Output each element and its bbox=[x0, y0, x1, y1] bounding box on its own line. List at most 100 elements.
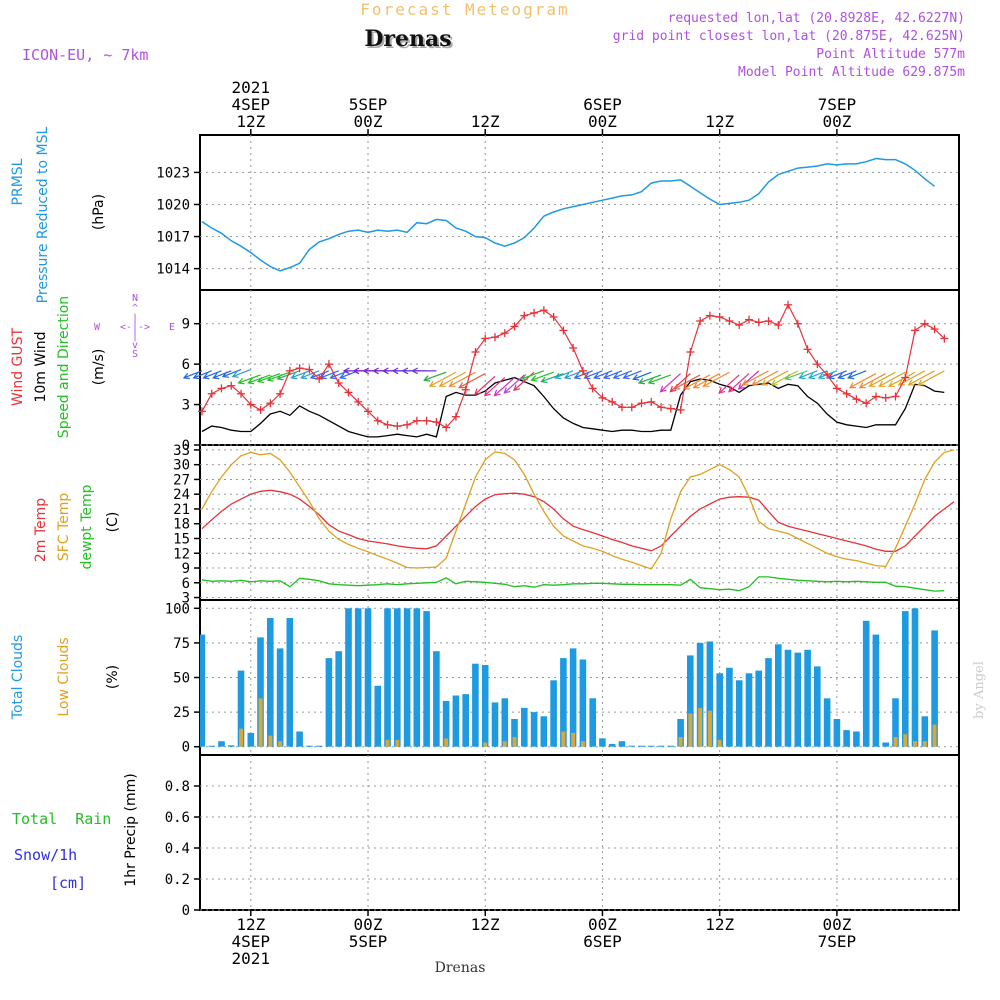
low-cloud-bar bbox=[239, 728, 243, 747]
total-cloud-bar bbox=[208, 745, 215, 747]
gust-marker bbox=[569, 343, 578, 352]
total-cloud-bar bbox=[374, 685, 382, 747]
gust-marker bbox=[539, 306, 548, 315]
low-cloud-bar bbox=[385, 739, 390, 747]
gust-marker bbox=[530, 308, 539, 317]
wind-direction-arrow bbox=[411, 367, 437, 375]
wind-direction-arrow bbox=[702, 371, 730, 387]
temp-unit-label: (C) bbox=[105, 512, 121, 533]
pressure-panel bbox=[199, 134, 960, 291]
total-cloud-bar bbox=[755, 670, 762, 747]
wind-direction-arrow bbox=[622, 370, 642, 380]
gust-marker bbox=[461, 385, 470, 394]
pressure-unit-label: (hPa) bbox=[91, 194, 107, 230]
total-cloud-bar bbox=[911, 608, 919, 747]
snow-unit-label: [cm] bbox=[50, 874, 86, 892]
gust-marker bbox=[676, 405, 685, 414]
wind-direction-arrow bbox=[612, 370, 632, 380]
compass-s-arrow: v bbox=[132, 340, 138, 351]
low-cloud-label: Low Clouds bbox=[56, 637, 72, 716]
low-cloud-bar bbox=[395, 739, 400, 747]
total-cloud-bar bbox=[276, 648, 284, 747]
low-cloud-bar bbox=[678, 737, 683, 747]
y-tick-label: 75 bbox=[173, 636, 190, 652]
total-cloud-bar bbox=[501, 698, 509, 747]
tick-layer: 1014101710201023036936912151821242730330… bbox=[156, 78, 856, 968]
cloud-bars bbox=[200, 608, 938, 747]
total-cloud-bar bbox=[882, 742, 889, 747]
wind-panel bbox=[199, 289, 960, 446]
watermark: by Angel bbox=[972, 661, 987, 719]
gust-marker bbox=[481, 334, 490, 343]
wind-direction-arrow bbox=[483, 377, 506, 397]
gust-marker bbox=[686, 348, 695, 356]
gust-marker bbox=[637, 399, 646, 408]
footer-location: Drenas bbox=[435, 960, 486, 976]
gust-marker bbox=[256, 405, 265, 414]
total-cloud-bar bbox=[735, 680, 743, 747]
low-cloud-bar bbox=[698, 707, 703, 747]
total-cloud-bar bbox=[872, 634, 880, 747]
gust-marker bbox=[852, 395, 861, 404]
gust-marker bbox=[920, 319, 929, 328]
sfc-temp-label: SFC Temp bbox=[56, 493, 72, 562]
wind-direction-arrow bbox=[798, 370, 818, 380]
gust-marker bbox=[500, 329, 509, 338]
low-cloud-bar bbox=[581, 741, 585, 747]
total-cloud-bar bbox=[267, 618, 274, 747]
low-cloud-bar bbox=[561, 731, 566, 747]
total-cloud-bar bbox=[491, 702, 499, 747]
total-cloud-bar bbox=[315, 745, 323, 747]
gust-marker bbox=[657, 403, 666, 412]
x-tick-label-bottom: 00Z bbox=[588, 915, 617, 934]
total-cloud-label: Total Clouds bbox=[10, 635, 26, 720]
wind-direction-arrow bbox=[737, 370, 760, 390]
gust-marker bbox=[559, 326, 568, 335]
x-tick-label-bottom: 5SEP bbox=[349, 932, 388, 951]
dewpt-label: dewpt Temp bbox=[79, 484, 95, 569]
prmsl-desc-label: Pressure Reduced to MSL bbox=[35, 126, 51, 303]
gust-marker bbox=[324, 360, 333, 369]
y-tick-label: 15 bbox=[173, 531, 190, 547]
requested-coords: requested lon,lat (20.8928E, 42.6227N) bbox=[668, 11, 965, 26]
wind-direction-arrow bbox=[573, 370, 593, 380]
gust-marker bbox=[471, 348, 480, 356]
wind-direction-arrow bbox=[868, 371, 896, 387]
wind-direction-arrow bbox=[837, 370, 857, 380]
y-tick-label: 6 bbox=[182, 357, 190, 373]
wind-direction-arrow bbox=[770, 370, 799, 386]
wind-direction-arrow bbox=[632, 371, 652, 381]
low-cloud-bar bbox=[278, 741, 282, 747]
gust-label: Wind GUST bbox=[10, 327, 26, 406]
y-tick-label: 1023 bbox=[156, 165, 190, 181]
wind-direction-arrow bbox=[637, 374, 662, 385]
wind-direction-arrow bbox=[212, 370, 232, 380]
total-cloud-bar bbox=[550, 680, 557, 747]
total-cloud-bar bbox=[843, 730, 850, 747]
wind-direction-arrow bbox=[741, 370, 769, 386]
total-cloud-bar bbox=[902, 611, 909, 747]
wind-direction-arrow bbox=[266, 371, 291, 382]
total-cloud-bar bbox=[433, 651, 440, 747]
x-tick-label-top: 00Z bbox=[822, 112, 851, 131]
gust-marker bbox=[598, 393, 607, 402]
total-cloud-bar bbox=[794, 652, 802, 747]
wind-direction-arrow bbox=[290, 370, 310, 380]
point-altitude: Point Altitude 577m bbox=[816, 47, 965, 62]
wind-direction-arrow bbox=[202, 370, 222, 380]
y-tick-label: 1020 bbox=[156, 197, 190, 213]
total-cloud-bar bbox=[364, 608, 372, 747]
wind-direction-arrow bbox=[718, 374, 740, 394]
total-cloud-bar bbox=[286, 618, 294, 747]
gust-marker bbox=[520, 311, 529, 320]
pressure-line bbox=[201, 157, 936, 272]
y-tick-label: 24 bbox=[173, 487, 190, 503]
compass-cross: <-|-> bbox=[120, 322, 150, 333]
y-tick-label: 18 bbox=[173, 517, 190, 533]
y-tick-label: 0.8 bbox=[165, 779, 190, 795]
gust-marker bbox=[491, 333, 500, 342]
gust-marker bbox=[744, 315, 753, 324]
wind-direction-arrow bbox=[182, 370, 203, 380]
x-tick-label-top: 2021 bbox=[232, 78, 271, 97]
wind-direction-arrow bbox=[784, 370, 808, 381]
